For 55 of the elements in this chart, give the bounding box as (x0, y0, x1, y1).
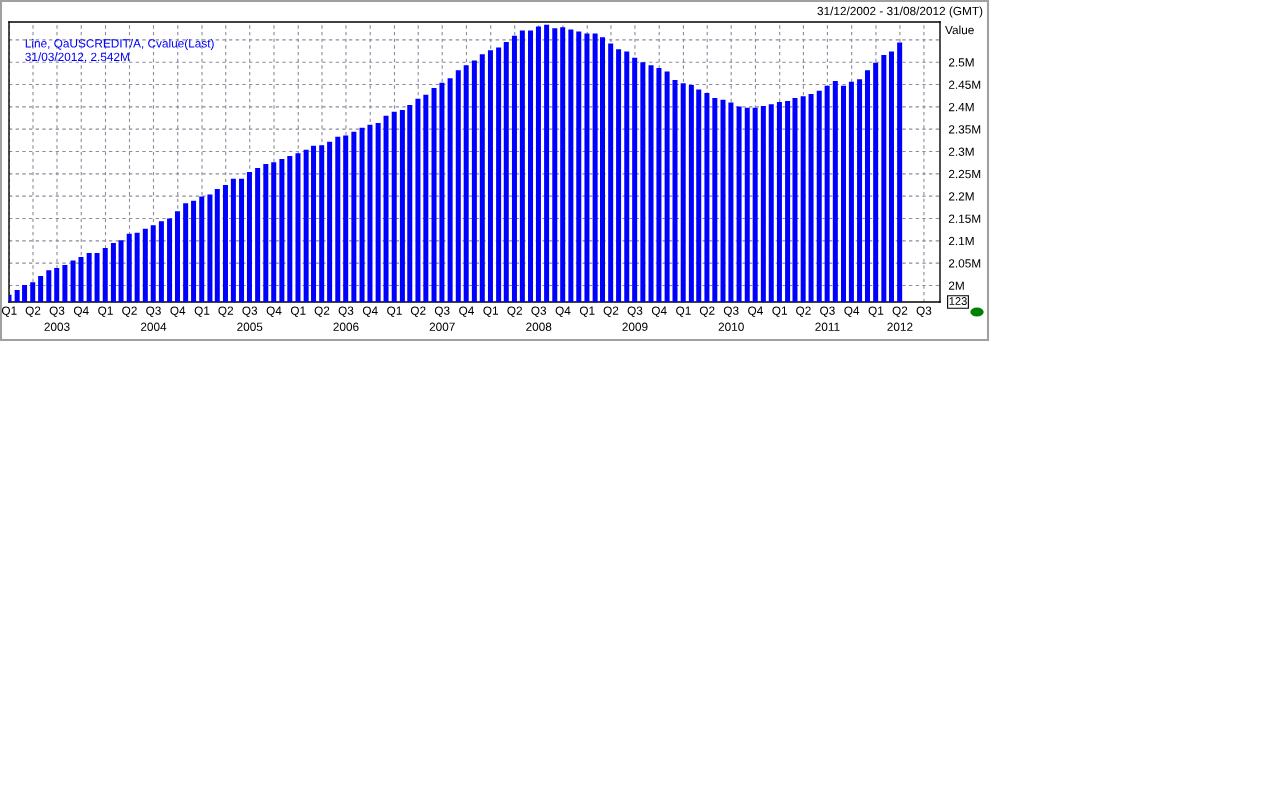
y-tick-label: 2.35M (948, 125, 981, 134)
annotation: 31/03/2012, 2.542M (25, 52, 129, 63)
x-tick-label: Q1 (98, 306, 113, 317)
x-tick-label: Q1 (387, 306, 402, 317)
y-tick-label: 2.05M (948, 259, 981, 268)
x-tick-label: Q3 2005 (237, 306, 263, 331)
annotation: Line, QaUSCREDIT/A, Cvalue(Last) (25, 38, 214, 50)
x-tick-label: Q2 2012 (887, 306, 913, 331)
x-tick-label: Q2 (796, 306, 811, 317)
x-tick-label: Q1 (194, 306, 210, 317)
x-tick-label: Q2 (603, 306, 619, 317)
x-tick-label: Q1 (772, 306, 787, 317)
x-tick-label: Q3 2003 (44, 306, 70, 331)
x-tick-label: Q3 2004 (140, 306, 167, 331)
y-tick-label: 2.45M (948, 80, 981, 89)
y-tick-label: 2.2M (948, 192, 974, 201)
x-tick-label: Q3 2010 (718, 306, 744, 331)
text: 31/12/2002 - 31/08/2012 (GMT) (817, 6, 983, 18)
x-tick-label: Q4 (362, 306, 378, 317)
x-tick-label: Q4 (844, 306, 860, 317)
x-tick-label: Q4 (266, 306, 282, 317)
x-tick-label: Q1 (290, 306, 306, 317)
y-tick-label: 2.15M (948, 214, 981, 223)
x-tick-label: Q1 (1, 306, 17, 317)
x-tick-label: Q4 (73, 306, 89, 317)
x-tick-label: Q4 (748, 306, 763, 317)
y-tick-label: 2.25M (948, 169, 981, 179)
x-tick-label: Q3 2009 (622, 306, 648, 331)
x-tick-label: Q2 (122, 306, 137, 317)
x-tick-label: Q1 (483, 306, 499, 317)
x-tick-label: Q1 (579, 306, 595, 317)
x-tick-label: Q3 2006 (333, 306, 359, 331)
x-tick-label: Q4 (459, 306, 474, 317)
x-tick-label: Q2 (314, 306, 330, 317)
y-tick-label: 2.1M (948, 236, 974, 246)
y-tick-label: 2.3M (948, 147, 974, 156)
x-tick-label: Q2 (699, 306, 715, 317)
x-tick-label: Q4 (651, 306, 667, 317)
x-tick-label: Q2 (410, 306, 426, 317)
x-tick-label: Q2 (218, 306, 234, 317)
x-tick-label: Q3 2008 (526, 306, 552, 331)
text: 123 (949, 297, 967, 305)
x-tick-label: Q4 (555, 306, 571, 317)
x-tick-label: Q3 2007 (429, 306, 455, 331)
x-tick-label: Q1 (868, 306, 884, 317)
x-tick-label: Q4 (170, 306, 186, 317)
y-tick-label: 2M (948, 281, 964, 290)
x-tick-label: Q2 (25, 306, 41, 317)
y-tick-label: 2.4M (948, 102, 974, 112)
y-axis-title: Value (945, 25, 974, 35)
x-tick-label: Q2 (507, 306, 522, 317)
y-tick-label: 2.5M (948, 58, 974, 67)
x-tick-label: Q1 (676, 306, 691, 317)
x-tick-label: Q3 2011 (815, 306, 840, 331)
x-tick-label: Q3 (916, 306, 932, 317)
